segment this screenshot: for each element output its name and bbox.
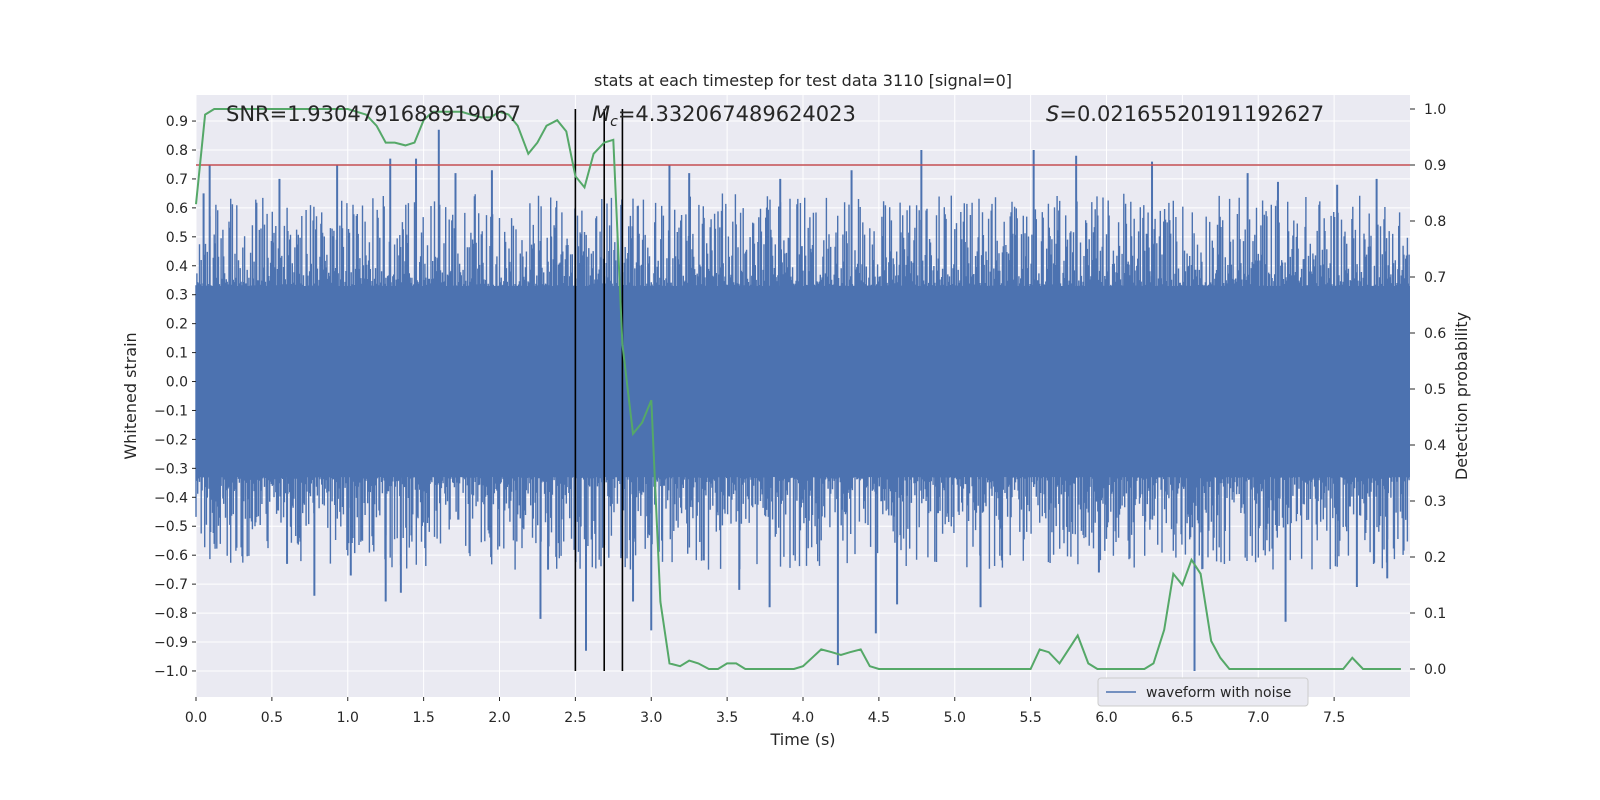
mc-value: =4.332067489624023 [618, 102, 856, 126]
x-tick-label: 1.5 [412, 710, 434, 726]
legend: waveform with noise [1097, 677, 1309, 707]
x-tick-label: 4.5 [868, 710, 890, 726]
x-tick-label: 6.0 [1095, 710, 1117, 726]
y-left-tick-label: 0.5 [166, 230, 188, 246]
x-tick-label: 5.5 [1019, 710, 1041, 726]
y-left-tick-label: 0.2 [166, 317, 188, 333]
y-right-tick-label: 0.5 [1424, 382, 1446, 398]
s-symbol: S [1046, 102, 1059, 126]
x-tick-label: 4.0 [792, 710, 814, 726]
vertical-markers [574, 109, 624, 671]
y-left-tick-label: −0.5 [154, 519, 188, 535]
y-left-tick-label: 0.7 [166, 172, 188, 188]
x-axis-label: Time (s) [769, 730, 835, 749]
chart-title: stats at each timestep for test data 311… [594, 71, 1012, 90]
x-axis-ticks: 0.0 0.5 1.0 1.5 2.0 2.5 3.0 3.5 4.0 4.5 5.0 5.5 6.0 6… [185, 697, 1345, 726]
x-tick-label: 3.5 [716, 710, 738, 726]
y-left-tick-label: 0.6 [166, 201, 188, 217]
y-right-axis-ticks: 1.0 0.9 0.8 0.7 0.6 0.5 0.4 0.3 0.2 0.1 0.0 [1410, 102, 1446, 678]
x-tick-label: 0.0 [185, 710, 207, 726]
y-right-tick-label: 0.6 [1424, 326, 1446, 342]
y-left-tick-label: 0.9 [166, 114, 188, 130]
y-left-tick-label: −0.8 [154, 606, 188, 622]
y-left-tick-label: 0.0 [166, 375, 188, 391]
y-left-tick-label: 0.3 [166, 288, 188, 304]
mc-subscript: c [610, 114, 618, 130]
y-right-tick-label: 0.9 [1424, 158, 1446, 174]
y-right-tick-label: 0.3 [1424, 494, 1446, 510]
probability-line [195, 108, 1401, 670]
s-value: =0.02165520191192627 [1059, 102, 1324, 126]
x-tick-label: 2.0 [488, 710, 510, 726]
y-left-tick-label: 0.8 [166, 143, 188, 159]
y-left-tick-label: −0.7 [154, 577, 188, 593]
x-tick-label: 7.5 [1323, 710, 1345, 726]
y-left-tick-label: 0.1 [166, 346, 188, 362]
waveform-series [195, 129, 1410, 671]
x-tick-label: 2.5 [564, 710, 586, 726]
y-left-tick-label: 0.4 [166, 259, 188, 275]
y-right-tick-label: 0.8 [1424, 214, 1446, 230]
y-right-tick-label: 1.0 [1424, 102, 1446, 118]
x-tick-label: 3.0 [640, 710, 662, 726]
mc-symbol: M [592, 102, 610, 126]
y-left-tick-label: −0.4 [154, 490, 188, 506]
legend-label: waveform with noise [1146, 685, 1291, 701]
y-right-tick-label: 0.2 [1424, 550, 1446, 566]
y-left-tick-label: −0.2 [154, 432, 188, 448]
x-tick-label: 0.5 [261, 710, 283, 726]
y-left-tick-label: −1.0 [154, 664, 188, 680]
s-annotation: S=0.02165520191192627 [1046, 102, 1324, 126]
x-tick-label: 1.0 [337, 710, 359, 726]
y-left-axis-ticks: 0.9 0.8 0.7 0.6 0.5 0.4 0.3 0.2 0.1 0.0 −0.1 −0.2 −0… [154, 114, 196, 680]
x-tick-label: 7.0 [1247, 710, 1269, 726]
y-right-axis-label: Detection probability [1452, 312, 1471, 480]
x-tick-label: 6.5 [1171, 710, 1193, 726]
waveform-noise-spikes [195, 193, 1410, 570]
y-left-tick-label: −0.6 [154, 548, 188, 564]
y-right-tick-label: 0.1 [1424, 606, 1446, 622]
y-right-tick-label: 0.7 [1424, 270, 1446, 286]
y-right-tick-label: 0.4 [1424, 438, 1446, 454]
legend-box [1097, 677, 1309, 707]
probability-series [195, 108, 1401, 670]
x-tick-label: 5.0 [944, 710, 966, 726]
chirp-mass-annotation: Mc=4.332067489624023 [592, 102, 856, 130]
y-left-tick-label: −0.1 [154, 403, 188, 419]
y-left-tick-label: −0.9 [154, 635, 188, 651]
y-left-tick-label: −0.3 [154, 461, 188, 477]
y-left-axis-label: Whitened strain [121, 332, 140, 459]
snr-annotation: SNR=1.9304791688919067 [226, 102, 521, 126]
y-right-tick-label: 0.0 [1424, 662, 1446, 678]
